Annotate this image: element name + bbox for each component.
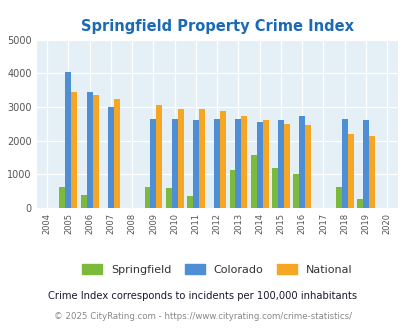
Bar	[60, 187, 65, 208]
Bar	[368, 136, 374, 208]
Bar	[250, 155, 256, 208]
Bar	[71, 92, 77, 208]
Bar	[92, 95, 98, 208]
Bar	[271, 168, 277, 208]
Bar	[220, 111, 226, 208]
Bar	[356, 199, 362, 208]
Bar	[277, 120, 283, 208]
Bar	[156, 105, 162, 208]
Bar	[150, 119, 156, 208]
Bar	[347, 134, 353, 208]
Bar	[177, 109, 183, 208]
Bar	[256, 122, 262, 208]
Bar	[114, 99, 119, 208]
Bar	[198, 109, 205, 208]
Legend: Springfield, Colorado, National: Springfield, Colorado, National	[82, 264, 352, 275]
Bar	[108, 107, 114, 208]
Bar	[335, 187, 341, 208]
Bar	[262, 120, 268, 208]
Bar	[87, 92, 92, 208]
Bar	[214, 119, 220, 208]
Bar	[241, 116, 247, 208]
Bar	[65, 72, 71, 208]
Text: Crime Index corresponds to incidents per 100,000 inhabitants: Crime Index corresponds to incidents per…	[48, 291, 357, 301]
Bar	[341, 119, 347, 208]
Bar	[292, 174, 298, 208]
Bar	[144, 187, 150, 208]
Bar	[81, 195, 87, 208]
Bar	[283, 124, 289, 208]
Bar	[171, 119, 177, 208]
Bar	[235, 119, 241, 208]
Bar	[298, 116, 305, 208]
Bar	[362, 120, 368, 208]
Bar	[165, 188, 171, 208]
Bar	[305, 125, 310, 208]
Bar	[192, 120, 198, 208]
Text: © 2025 CityRating.com - https://www.cityrating.com/crime-statistics/: © 2025 CityRating.com - https://www.city…	[54, 313, 351, 321]
Title: Springfield Property Crime Index: Springfield Property Crime Index	[81, 19, 353, 34]
Bar	[229, 170, 235, 208]
Bar	[187, 196, 192, 208]
